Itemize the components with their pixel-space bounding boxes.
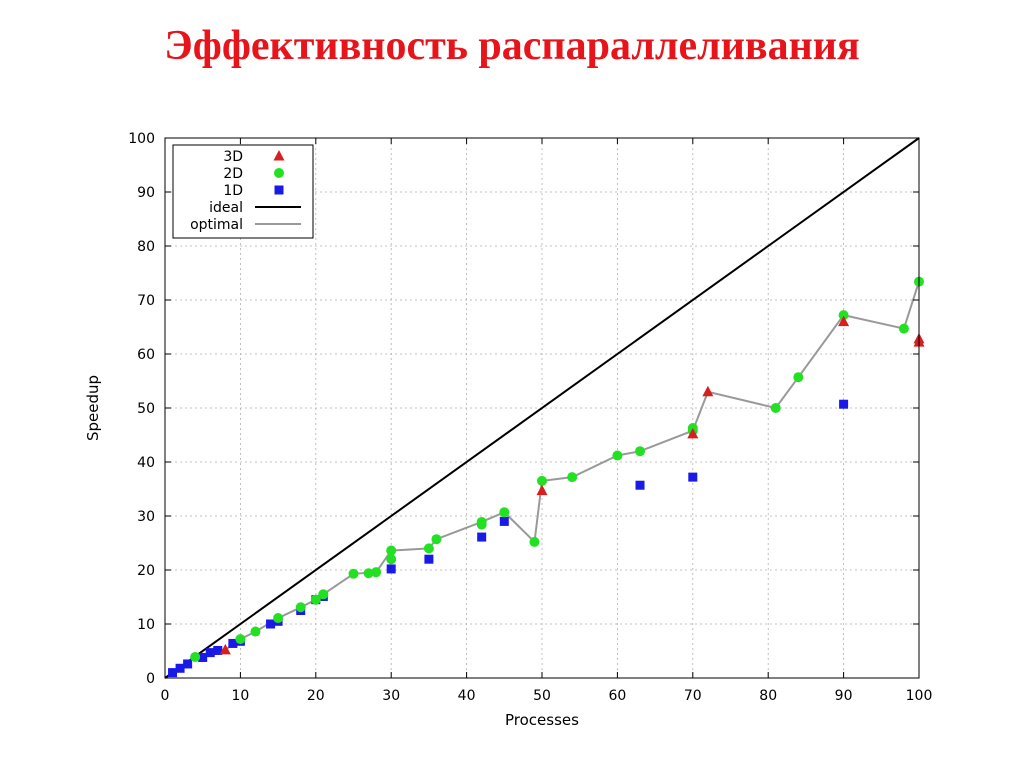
- point-2D: [431, 534, 442, 545]
- y-tick-label: 50: [137, 401, 155, 417]
- legend-label-ideal: ideal: [209, 200, 243, 216]
- point-2D: [250, 626, 261, 637]
- legend-label-3D: 3D: [223, 149, 243, 165]
- point-2D: [770, 403, 781, 413]
- axis-ticks: 0 10 20 30 40 50 60 70 80 90 100 0 10 20 30 40 50 60 70 80 9…: [128, 131, 932, 704]
- point-2D: [310, 594, 321, 605]
- legend-label-optimal: optimal: [190, 217, 243, 233]
- y-axis-label: Speedup: [84, 375, 102, 441]
- point-2D: [423, 543, 434, 554]
- legend-label-1D: 1D: [223, 183, 243, 199]
- series-line-ideal: [164, 137, 920, 679]
- point-1D: [635, 480, 645, 490]
- point-2D: [295, 602, 306, 613]
- series-line-optimal: [172, 281, 920, 674]
- point-2D: [273, 613, 284, 624]
- point-2D: [386, 554, 397, 565]
- point-1D: [168, 668, 178, 678]
- point-2D: [318, 589, 329, 600]
- point-1D: [183, 659, 193, 669]
- x-tick-label: 20: [307, 688, 325, 704]
- point-3D: [838, 315, 850, 327]
- x-tick-label: 30: [382, 688, 400, 704]
- point-2D: [386, 545, 397, 556]
- data-points: [168, 276, 925, 678]
- slide-title: Эффективность распараллеливания: [164, 23, 860, 69]
- y-tick-label: 90: [137, 185, 155, 201]
- point-1D: [386, 564, 396, 574]
- x-tick-label: 10: [231, 688, 249, 704]
- point-1D: [477, 532, 487, 542]
- y-tick-label: 20: [137, 563, 155, 579]
- point-2D: [567, 472, 578, 483]
- point-2D: [348, 568, 359, 579]
- point-2D: [529, 536, 540, 547]
- legend-box: [172, 144, 314, 239]
- x-tick-label: 80: [759, 688, 777, 704]
- point-3D: [687, 427, 699, 439]
- point-2D: [235, 634, 246, 645]
- point-1D: [839, 399, 849, 409]
- point-2D: [635, 446, 646, 457]
- legend-swatch-3D: [273, 150, 285, 161]
- point-2D: [537, 475, 547, 486]
- y-tick-label: 40: [137, 455, 155, 471]
- x-tick-label: 100: [906, 688, 933, 704]
- y-tick-label: 100: [128, 131, 155, 147]
- legend-label-2D: 2D: [223, 166, 243, 182]
- point-2D: [838, 310, 849, 321]
- point-1D: [228, 638, 238, 648]
- y-tick-label: 0: [146, 671, 155, 687]
- y-tick-label: 70: [137, 293, 155, 309]
- point-1D: [499, 516, 509, 526]
- x-tick-label: 70: [684, 688, 702, 704]
- point-2D: [898, 323, 909, 334]
- point-2D: [612, 450, 623, 461]
- x-tick-label: 50: [533, 688, 551, 704]
- point-2D: [190, 651, 201, 662]
- point-1D: [175, 663, 185, 673]
- point-1D: [266, 619, 276, 629]
- point-2D: [363, 568, 374, 579]
- point-1D: [205, 648, 215, 658]
- y-tick-label: 10: [137, 617, 155, 633]
- x-tick-label: 0: [161, 688, 170, 704]
- point-2D: [793, 372, 804, 383]
- point-3D: [702, 385, 714, 397]
- point-2D: [476, 516, 487, 527]
- x-tick-label: 90: [835, 688, 853, 704]
- legend-swatch-2D: [274, 168, 284, 178]
- point-1D: [688, 472, 698, 482]
- point-1D: [424, 554, 434, 564]
- point-2D: [371, 567, 382, 578]
- y-tick-label: 60: [137, 347, 155, 363]
- point-3D: [219, 643, 231, 655]
- x-axis-label: Processes: [505, 711, 579, 729]
- point-1D: [213, 645, 223, 655]
- point-3D: [536, 484, 548, 496]
- y-tick-label: 80: [137, 239, 155, 255]
- point-2D: [499, 507, 510, 518]
- x-tick-label: 60: [608, 688, 626, 704]
- point-1D: [198, 652, 208, 662]
- legend-swatch-1D: [274, 185, 284, 195]
- y-tick-label: 30: [137, 509, 155, 525]
- x-tick-label: 40: [458, 688, 476, 704]
